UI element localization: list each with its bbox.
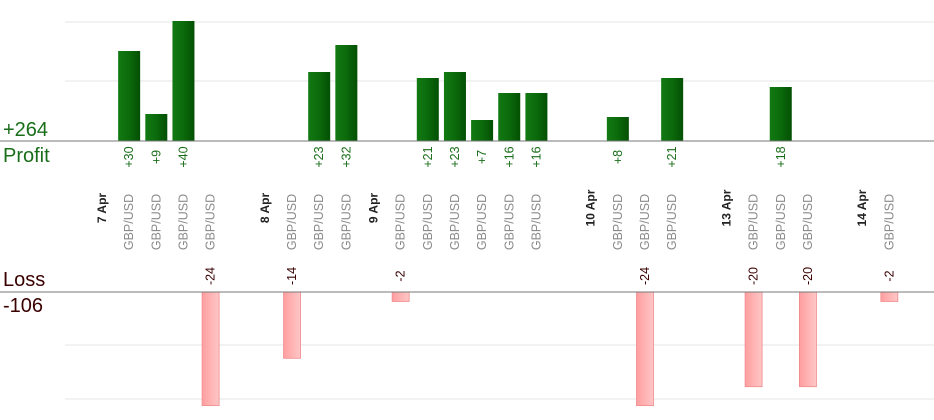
- pair-label: GBP/USD: [665, 194, 679, 250]
- pair-label: GBP/USD: [448, 194, 462, 250]
- pair-label: GBP/USD: [529, 194, 543, 250]
- loss-value-label: -20: [801, 267, 815, 285]
- pair-label: GBP/USD: [394, 194, 408, 250]
- profit-bar: [145, 114, 168, 141]
- pair-label: GBP/USD: [339, 194, 353, 250]
- profit-value-label: +16: [529, 146, 543, 167]
- profit-value-label: +9: [149, 150, 163, 164]
- pair-label: GBP/USD: [122, 194, 136, 250]
- pair-label: GBP/USD: [801, 194, 815, 250]
- profit-value-label: +8: [611, 150, 625, 164]
- profit-bar: [335, 45, 358, 141]
- profit-bar: [416, 78, 439, 141]
- date-label: 8 Apr: [258, 193, 272, 224]
- profit-value-label: +40: [176, 146, 190, 167]
- loss-value-label: -2: [394, 270, 408, 281]
- pair-label: GBP/USD: [882, 194, 896, 250]
- profit-bar: [443, 72, 466, 141]
- date-label: 9 Apr: [367, 193, 381, 224]
- pair-label: GBP/USD: [774, 194, 788, 250]
- profit-total: +264: [3, 119, 49, 141]
- loss-bar: [391, 291, 410, 302]
- profit-bar: [498, 93, 521, 141]
- loss-value-label: -24: [204, 267, 218, 285]
- loss-bar: [744, 291, 763, 388]
- loss-total: -106: [3, 295, 44, 317]
- pair-label: GBP/USD: [149, 194, 163, 250]
- loss-value-label: -2: [882, 270, 896, 281]
- profit-value-label: +23: [312, 146, 326, 167]
- loss-bar: [799, 291, 817, 388]
- profit-value-label: +18: [774, 146, 788, 167]
- profit-bar: [308, 72, 331, 141]
- profit-bar: [661, 78, 684, 141]
- profit-bar: [525, 93, 548, 141]
- loss-bar: [636, 291, 654, 407]
- pair-label: GBP/USD: [312, 194, 326, 250]
- loss-bar: [880, 291, 899, 302]
- pair-label: GBP/USD: [502, 194, 516, 250]
- loss-label: Loss: [3, 269, 46, 291]
- profit-value-label: +21: [665, 146, 679, 167]
- pair-label: GBP/USD: [638, 194, 652, 250]
- loss-value-label: -20: [747, 267, 761, 285]
- profit-bar: [471, 120, 494, 141]
- date-label: 7 Apr: [95, 193, 109, 224]
- loss-bar: [283, 291, 301, 359]
- pair-label: GBP/USD: [176, 194, 190, 250]
- profit-value-label: +7: [475, 150, 489, 164]
- profit-value-label: +32: [339, 146, 353, 167]
- date-label: 13 Apr: [719, 189, 733, 226]
- profit-value-label: +21: [421, 146, 435, 167]
- loss-value-label: -14: [285, 267, 299, 285]
- profit-bar: [118, 51, 141, 141]
- pair-label: GBP/USD: [475, 194, 489, 250]
- pair-label: GBP/USD: [204, 194, 218, 250]
- profit-value-label: +16: [502, 146, 516, 167]
- loss-bar: [201, 291, 220, 407]
- profit-bar: [172, 21, 195, 141]
- profit-label: Profit: [3, 145, 50, 167]
- pair-label: GBP/USD: [747, 194, 761, 250]
- pair-label: GBP/USD: [285, 194, 299, 250]
- profit-value-label: +23: [448, 146, 462, 167]
- date-label: 10 Apr: [584, 189, 598, 226]
- date-label: 14 Apr: [855, 189, 869, 226]
- profit-value-label: +30: [122, 146, 136, 167]
- profit-bar: [606, 117, 629, 141]
- loss-value-label: -24: [638, 267, 652, 285]
- pair-label: GBP/USD: [421, 194, 435, 250]
- profit-bar: [769, 87, 792, 141]
- pair-label: GBP/USD: [611, 194, 625, 250]
